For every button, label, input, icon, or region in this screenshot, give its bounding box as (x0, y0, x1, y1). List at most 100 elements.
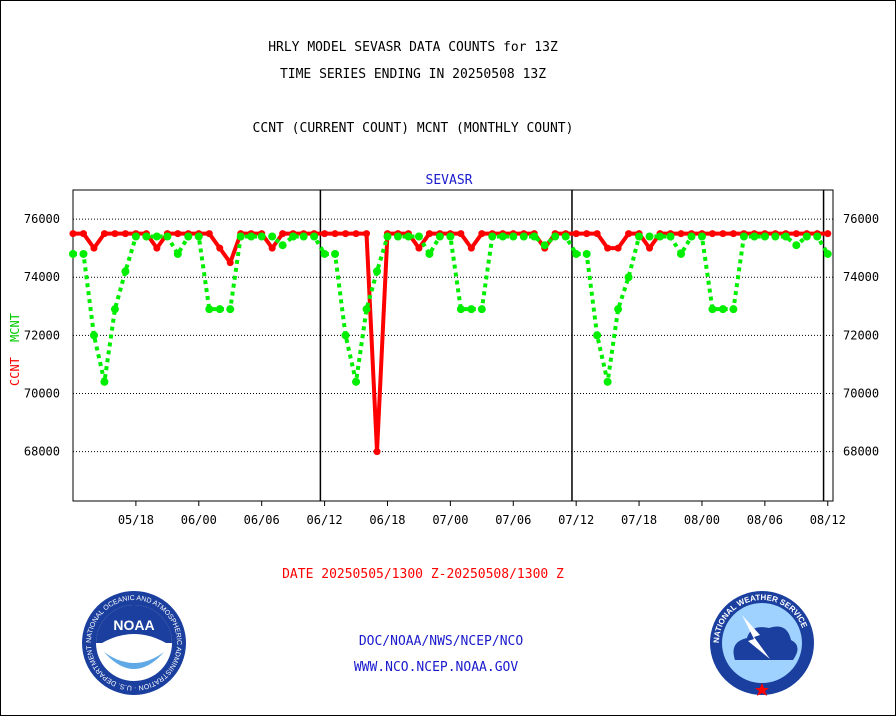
data-point-ccnt (321, 230, 329, 238)
data-point-ccnt (342, 230, 350, 238)
data-point-ccnt (279, 230, 287, 238)
y-axis-ticks: 68000 68000 70000 70000 72000 72000 74000 74000… (24, 212, 879, 459)
data-point-mcnt (456, 305, 465, 314)
data-point-mcnt (299, 232, 308, 241)
data-point-ccnt (604, 244, 612, 252)
panel-label: SEVASR (426, 173, 473, 188)
footer-agency: DOC/NOAA/NWS/NCEP/NCO (359, 634, 524, 649)
y-tick-label-right: 70000 (843, 386, 879, 400)
data-point-ccnt (363, 230, 371, 238)
data-point-mcnt (205, 305, 214, 314)
data-point-mcnt (278, 241, 287, 250)
series-line-ccnt (73, 231, 828, 454)
data-point-mcnt (614, 305, 623, 314)
data-point-mcnt (110, 305, 119, 314)
data-point-ccnt (153, 244, 161, 252)
data-point-mcnt (89, 331, 98, 340)
chart-title-line-2: TIME SERIES ENDING IN 20250508 13Z (280, 67, 546, 82)
data-point-ccnt (614, 244, 622, 252)
data-point-ccnt (100, 230, 108, 238)
data-point-mcnt (750, 232, 759, 241)
data-point-ccnt (677, 230, 685, 238)
data-point-mcnt (540, 241, 549, 250)
data-point-mcnt (362, 305, 371, 314)
data-point-mcnt (142, 232, 151, 241)
y-tick-label-right: 74000 (843, 270, 879, 284)
data-point-mcnt (687, 232, 696, 241)
y-tick-label-left: 68000 (24, 445, 60, 459)
data-point-mcnt (425, 249, 434, 258)
data-point-ccnt (729, 230, 737, 238)
data-point-ccnt (415, 244, 423, 252)
data-point-ccnt (111, 230, 119, 238)
data-point-mcnt (781, 232, 790, 241)
data-point-mcnt (236, 232, 245, 241)
data-point-ccnt (90, 244, 98, 252)
data-point-mcnt (215, 305, 224, 314)
data-point-ccnt (268, 244, 276, 252)
data-point-ccnt (205, 230, 213, 238)
chart-title-line-1: HRLY MODEL SEVASR DATA COUNTS for 13Z (268, 40, 558, 55)
data-point-mcnt (152, 232, 161, 241)
data-point-ccnt (79, 230, 87, 238)
date-range-label: DATE 20250505/1300 Z-20250508/1300 Z (282, 567, 564, 582)
data-point-mcnt (247, 232, 256, 241)
data-point-mcnt (739, 232, 748, 241)
data-point-mcnt (373, 267, 381, 276)
x-tick-label: 07/00 (432, 513, 468, 527)
data-point-mcnt (771, 232, 780, 241)
data-point-mcnt (352, 377, 361, 386)
data-point-mcnt (697, 232, 706, 241)
chart-subtitle: CCNT (CURRENT COUNT) MCNT (MONTHLY COUNT… (253, 121, 574, 136)
data-point-mcnt (519, 232, 528, 241)
data-point-mcnt (509, 232, 518, 241)
data-point-mcnt (331, 249, 340, 258)
data-point-mcnt (823, 249, 832, 258)
data-point-mcnt (404, 232, 413, 241)
data-point-ccnt (646, 244, 654, 252)
data-point-mcnt (530, 232, 539, 241)
data-point-mcnt (173, 249, 182, 258)
data-point-ccnt (457, 230, 465, 238)
data-point-mcnt (603, 377, 612, 386)
gridlines (73, 218, 833, 453)
x-tick-label: 07/18 (621, 513, 657, 527)
data-point-mcnt (131, 232, 140, 241)
data-point-mcnt (289, 232, 298, 241)
nws-star-icon (755, 683, 769, 696)
data-point-ccnt (352, 230, 360, 238)
data-point-mcnt (393, 232, 402, 241)
data-point-mcnt (121, 267, 130, 276)
noaa-logo: NOAA NATIONAL OCEANIC AND ATMOSPHERIC AD… (0, 0, 186, 695)
data-point-mcnt (69, 249, 77, 258)
footer-website: WWW.NCO.NCEP.NOAA.GOV (354, 660, 519, 675)
data-point-mcnt (624, 273, 633, 282)
y-axis-label-mcnt: MCNT (8, 313, 22, 342)
plot-area (72, 189, 834, 502)
data-point-mcnt (635, 232, 644, 241)
data-point-ccnt (425, 230, 433, 238)
y-tick-label-right: 72000 (843, 328, 879, 342)
data-point-ccnt (708, 230, 716, 238)
x-tick-label: 06/00 (181, 513, 217, 527)
data-point-mcnt (163, 232, 172, 241)
data-point-mcnt (100, 377, 109, 386)
x-tick-label: 06/06 (244, 513, 280, 527)
data-point-mcnt (383, 232, 392, 241)
x-tick-label: 08/00 (684, 513, 720, 527)
data-point-mcnt (446, 232, 455, 241)
data-point-ccnt (478, 230, 486, 238)
day-boundary-lines (319, 190, 825, 501)
data-point-mcnt (666, 232, 675, 241)
y-axis-label: CCNT MCNT (8, 313, 22, 386)
data-point-ccnt (69, 230, 77, 238)
data-point-ccnt (226, 259, 234, 267)
x-axis-ticks: 05/18 06/00 06/06 06/12 06/18 07/00 07/06 07/12… (118, 501, 846, 527)
data-point-mcnt (656, 232, 665, 241)
data-point-mcnt (813, 232, 822, 241)
x-tick-label: 08/06 (747, 513, 783, 527)
data-point-mcnt (551, 232, 560, 241)
data-point-mcnt (582, 249, 591, 258)
data-point-ccnt (583, 230, 591, 238)
